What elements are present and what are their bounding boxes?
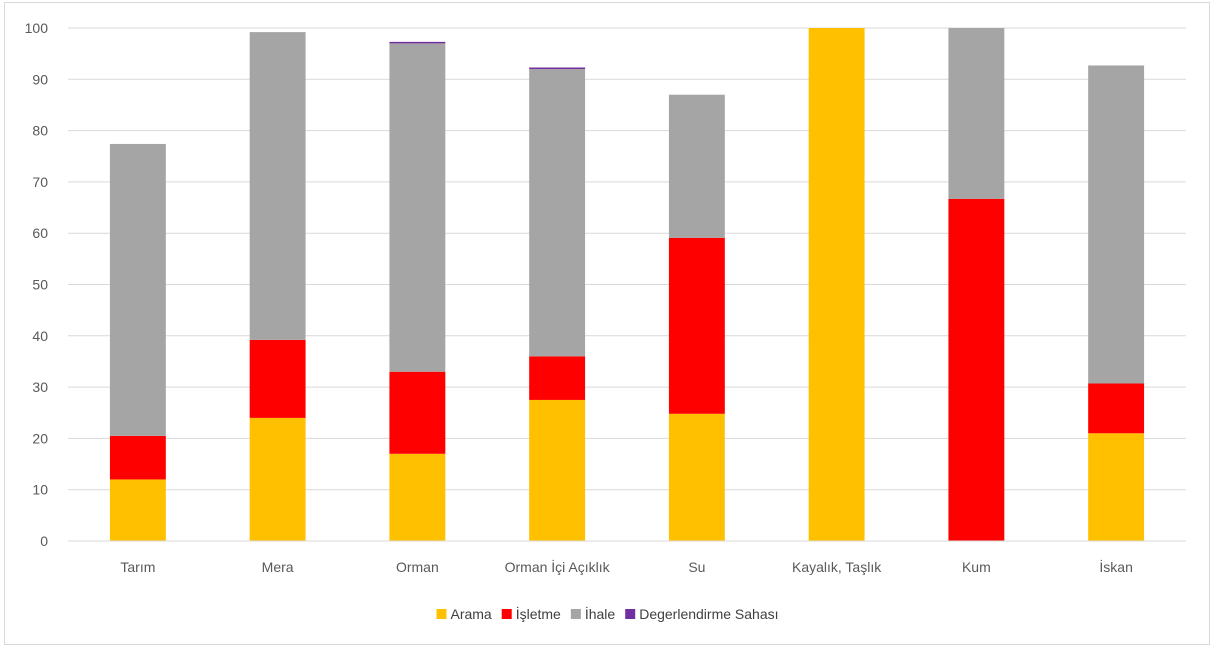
y-tick-label: 100 [25, 20, 49, 36]
bar-segment-degerlendirme-sahas [389, 41, 446, 44]
bar-segment-arama [1088, 433, 1145, 541]
legend-label: Degerlendirme Sahası [639, 606, 778, 622]
bar-segment-i-hale [668, 94, 725, 238]
x-category-label: Su [688, 559, 705, 575]
legend-swatch [625, 609, 636, 619]
bar-segment-arama [668, 413, 725, 541]
y-tick-label: 20 [32, 430, 48, 446]
bar-segment-i-hale [109, 143, 166, 436]
chart-frame [4, 2, 1210, 645]
bar-segment-i-letme [668, 237, 725, 414]
bar-segment-i-letme [249, 339, 306, 418]
bars [109, 28, 1145, 542]
x-axis: Tarım Mera Orman Orman İçi Açıklık Su Kayalık… [68, 540, 1186, 575]
bar-segment-arama [808, 28, 865, 541]
y-tick-label: 80 [32, 123, 48, 139]
bar-segment-i-hale [1088, 65, 1145, 384]
x-category-label: İskan [1099, 558, 1132, 575]
x-category-label: Orman İçi Açıklık [505, 558, 611, 575]
legend-swatch [570, 609, 581, 619]
bar-segment-i-hale [249, 32, 306, 340]
bar-segment-i-letme [948, 198, 1005, 542]
y-axis: 0 10 20 30 40 50 60 70 80 90 100 [25, 20, 49, 549]
legend-swatch [436, 609, 447, 619]
bar-segment-i-letme [109, 435, 166, 480]
bar-segment-arama [249, 417, 306, 541]
bar-segment-i-letme [389, 371, 446, 454]
bar-segment-degerlendirme-sahas [529, 67, 586, 70]
bar-segment-arama [109, 479, 166, 541]
x-category-label: Kayalık, Taşlık [792, 559, 882, 575]
x-category-label: Kum [962, 559, 991, 575]
bar-segment-i-hale [948, 28, 1005, 199]
bar-segment-arama [529, 399, 586, 541]
y-tick-label: 0 [40, 533, 48, 549]
y-tick-label: 60 [32, 225, 48, 241]
x-category-label: Orman [396, 559, 439, 575]
legend-label: İşletme [516, 605, 561, 622]
y-tick-label: 70 [32, 174, 48, 190]
bar-segment-arama [389, 453, 446, 541]
legend-swatch [501, 609, 512, 619]
legend: Arama İşletme İhale Degerlendirme Sahası [436, 605, 779, 622]
y-tick-label: 30 [32, 379, 48, 395]
y-tick-label: 10 [32, 482, 48, 498]
y-tick-label: 50 [32, 277, 48, 293]
legend-label: İhale [585, 605, 616, 622]
y-tick-label: 40 [32, 328, 48, 344]
y-tick-label: 90 [32, 71, 48, 87]
bar-segment-i-hale [389, 43, 446, 372]
legend-label: Arama [450, 606, 491, 622]
x-category-label: Mera [262, 559, 294, 575]
bar-segment-i-letme [1088, 383, 1145, 434]
bar-segment-i-hale [529, 69, 586, 357]
bar-segment-i-letme [529, 356, 586, 400]
gridlines [68, 27, 1186, 542]
x-category-label: Tarım [120, 559, 155, 575]
